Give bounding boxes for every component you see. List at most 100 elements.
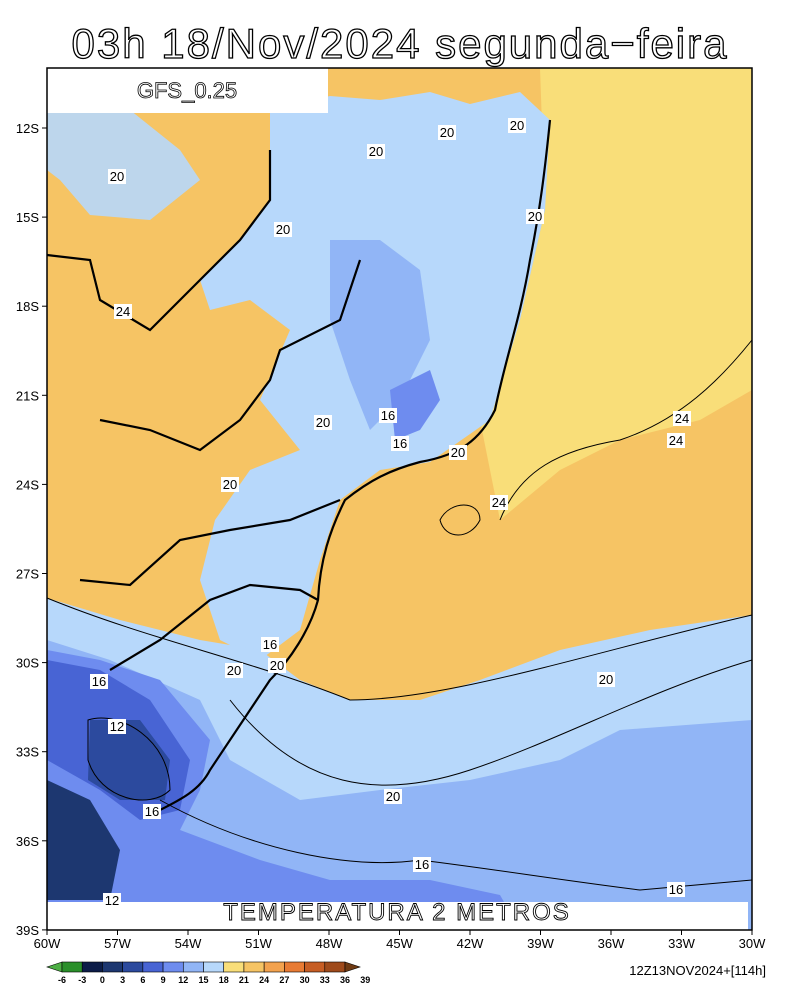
lat-label: 30S xyxy=(16,656,39,671)
contour-label: 16 xyxy=(415,857,429,872)
colorbar-label: 30 xyxy=(300,975,310,985)
borders xyxy=(46,119,552,811)
contour-label-bg xyxy=(90,674,108,689)
contour-label-bg xyxy=(367,144,385,159)
contour-label-bg xyxy=(673,411,691,426)
colorbar-swatch xyxy=(182,961,204,973)
run-info: 12Z13NOV2024+[114h] xyxy=(629,963,766,978)
contour-label: 24 xyxy=(669,433,683,448)
contour-label-bg xyxy=(314,415,332,430)
colorbar-swatch xyxy=(223,961,245,973)
contour-label-bg xyxy=(225,663,243,678)
lat-label: 27S xyxy=(16,567,39,582)
lon-label: 42W xyxy=(457,936,484,951)
contour-label-bg xyxy=(221,477,239,492)
model-label: GFS_0.25 xyxy=(137,78,237,103)
colorbar-label: 24 xyxy=(259,975,269,985)
colorbar-label: 18 xyxy=(219,975,229,985)
colorbar-label: 27 xyxy=(279,975,289,985)
contour-label: 20 xyxy=(110,169,124,184)
lon-label: 36W xyxy=(598,936,625,951)
contour-label-bg xyxy=(667,882,685,897)
contour-label: 20 xyxy=(510,118,524,133)
colorbar-label: -6 xyxy=(58,975,66,985)
contour-label: 20 xyxy=(316,415,330,430)
contour-label: 16 xyxy=(669,882,683,897)
lat-label: 12S xyxy=(16,121,39,136)
contour-label-bg xyxy=(108,719,126,734)
colorbar-label: 3 xyxy=(120,975,125,985)
lat-label: 18S xyxy=(16,299,39,314)
contour-label: 20 xyxy=(223,477,237,492)
lon-label: 45W xyxy=(386,936,413,951)
contour-label: 16 xyxy=(145,804,159,819)
lon-label: 39W xyxy=(527,936,554,951)
contour-label-bg xyxy=(143,804,161,819)
contour-label-bg xyxy=(114,304,132,319)
contour-label-bg xyxy=(108,169,126,184)
map-title: 03h 18/Nov/2024 segunda−feira xyxy=(72,20,729,67)
contour-label-bg xyxy=(597,672,615,687)
contour-label-bg xyxy=(103,893,121,908)
contour-label-bg xyxy=(667,433,685,448)
contour-label: 20 xyxy=(440,125,454,140)
model-box xyxy=(47,68,328,113)
colorbar-swatch xyxy=(81,961,103,973)
contour-label: 20 xyxy=(227,663,241,678)
lon-label: 54W xyxy=(175,936,202,951)
contour-label: 24 xyxy=(116,304,130,319)
contour-label-bg xyxy=(274,222,292,237)
contour-label-bg xyxy=(508,118,526,133)
colorbar-arrow-low xyxy=(46,961,63,973)
contour-label-bg xyxy=(526,209,544,224)
colorbar-label: 12 xyxy=(178,975,188,985)
contour-label-bg xyxy=(261,637,279,652)
colorbar-label: 39 xyxy=(360,975,370,985)
contour-label-bg xyxy=(413,857,431,872)
colorbar-swatch xyxy=(263,961,285,973)
contour-label: 24 xyxy=(675,411,689,426)
colorbar-label: 36 xyxy=(340,975,350,985)
colorbar-swatch xyxy=(122,961,144,973)
contour-label: 16 xyxy=(381,408,395,423)
colorbar-label: 9 xyxy=(161,975,166,985)
colorbar-swatch xyxy=(284,961,305,973)
contour-label-bg xyxy=(379,408,397,423)
contour-label: 20 xyxy=(276,222,290,237)
colorbar-swatch xyxy=(203,961,225,973)
colorbar-label: -3 xyxy=(78,975,86,985)
colorbar-swatch xyxy=(243,961,265,973)
contour-label: 24 xyxy=(492,495,506,510)
colorbar-label: 6 xyxy=(140,975,145,985)
colorbar-swatch xyxy=(304,961,326,973)
contour-label-bg xyxy=(438,125,456,140)
colorbar-label: 0 xyxy=(100,975,105,985)
variable-box xyxy=(47,902,748,930)
lat-label: 33S xyxy=(16,745,39,760)
colorbar-swatch xyxy=(142,961,164,973)
lat-label: 39S xyxy=(16,923,39,938)
contour-label-bg xyxy=(384,789,402,804)
lon-label: 33W xyxy=(668,936,695,951)
lon-label: 51W xyxy=(245,936,272,951)
variable-label: TEMPERATURA 2 METROS xyxy=(223,899,571,926)
contour-label: 20 xyxy=(369,144,383,159)
lat-label: 36S xyxy=(16,834,39,849)
colorbar-swatch xyxy=(61,961,83,973)
colorbar-label: 15 xyxy=(198,975,208,985)
lat-label: 15S xyxy=(16,210,39,225)
colorbar-arrow-high xyxy=(344,961,361,973)
contour-label: 20 xyxy=(528,209,542,224)
contour-label: 12 xyxy=(110,719,124,734)
contour-label-bg xyxy=(391,436,409,451)
colorbar-label: 21 xyxy=(239,975,249,985)
contour-label: 16 xyxy=(92,674,106,689)
colorbar-swatch xyxy=(324,961,346,973)
lon-label: 60W xyxy=(34,936,61,951)
contour-label: 12 xyxy=(105,893,119,908)
colorbar-label: 33 xyxy=(320,975,330,985)
lon-label: 57W xyxy=(104,936,131,951)
lat-label: 21S xyxy=(16,388,39,403)
lat-label: 24S xyxy=(16,477,39,492)
